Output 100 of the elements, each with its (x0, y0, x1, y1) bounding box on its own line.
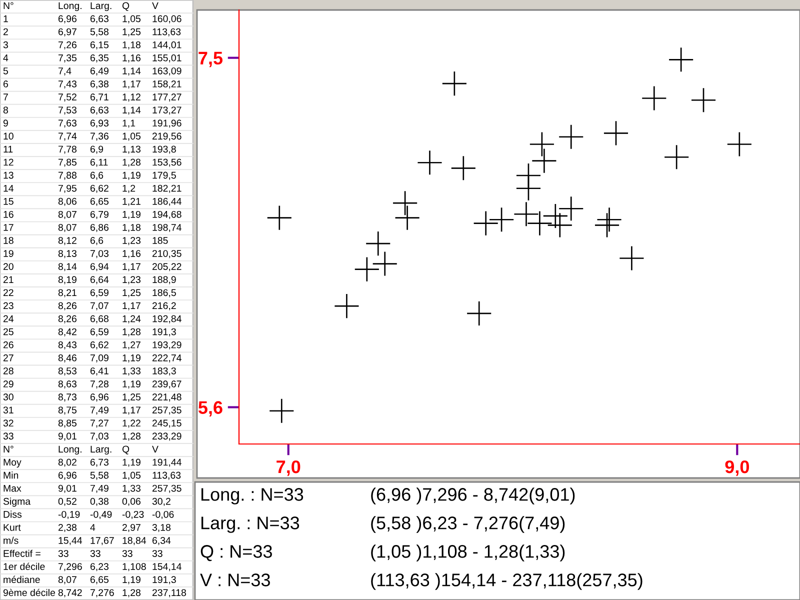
text: 6,71 (90, 94, 108, 102)
text: Diss (4, 510, 22, 518)
point (366, 232, 390, 256)
text: 5 (3, 68, 8, 74)
text: 6,63 (90, 106, 108, 115)
text: 1,19 (122, 210, 140, 219)
text: 32 (3, 420, 14, 427)
text: 7,36 (90, 132, 108, 141)
text: 29 (3, 380, 14, 388)
text: 15,44 (58, 537, 82, 546)
text: 6,23 (90, 563, 108, 572)
text: 7,03 (90, 250, 108, 258)
text: 6,62 (90, 341, 108, 350)
text: 30,2 (152, 498, 170, 506)
text: 1,19 (122, 380, 140, 389)
y-tick-label: 5,6 (198, 401, 222, 417)
text: 6,49 (90, 67, 108, 76)
text: 8,85 (58, 420, 77, 428)
point (669, 48, 694, 72)
text: 7,07 (90, 302, 108, 310)
text: 7,49 (90, 484, 108, 493)
text: 1,28 (122, 158, 140, 167)
text: 6,96 (58, 472, 76, 480)
text: (113,63 )154,14 - 237,118(257,35) (371, 573, 642, 590)
point (620, 246, 644, 270)
text: 11 (4, 146, 13, 153)
text: 191,3 (152, 576, 176, 584)
text: 25 (3, 328, 14, 336)
text: 1,24 (122, 315, 141, 324)
text: -0,19 (58, 510, 80, 519)
x-tick-label: 9,0 (725, 460, 749, 476)
text: 7,53 (58, 106, 76, 115)
text: 237,118 (152, 589, 186, 598)
text: 1,17 (122, 302, 140, 310)
text: 8,46 (58, 354, 76, 362)
text: Sigma (3, 498, 31, 507)
text: 1,23 (122, 237, 140, 246)
text: 6,34 (152, 537, 171, 546)
text: 173,27 (152, 106, 182, 115)
text: 1,17 (122, 406, 140, 415)
text: 8,42 (58, 328, 76, 336)
text: 30 (3, 394, 14, 400)
text: 33 (152, 550, 162, 557)
text: 8,06 (58, 198, 76, 206)
text: 1,28 (122, 589, 140, 598)
text: (6,96 )7,296 - 8,742(9,01) (371, 488, 575, 504)
text: 8,12 (58, 237, 76, 246)
text: Q (122, 446, 130, 454)
x-tick-label: 7,0 (276, 460, 300, 476)
text: 219,56 (152, 132, 182, 141)
text: 153,56 (152, 158, 182, 167)
text: 22 (3, 289, 14, 296)
text: 28 (3, 367, 14, 374)
text: médiane (4, 576, 40, 584)
text: 6,68 (90, 315, 108, 324)
text: 1,28 (122, 432, 140, 441)
text: 1,23 (122, 276, 140, 284)
text: 26 (3, 341, 14, 348)
text: 194,68 (152, 210, 182, 219)
text: 7,88 (58, 172, 76, 180)
text: 1,25 (122, 394, 141, 402)
text: 1,16 (122, 54, 140, 62)
point (642, 86, 666, 110)
point (393, 191, 418, 216)
text: 7 (4, 94, 8, 100)
text: 1,19 (122, 354, 140, 362)
text: 7,95 (58, 184, 77, 193)
text: Max (4, 484, 22, 492)
text: 1,19 (122, 576, 140, 584)
text: 6,94 (90, 263, 109, 272)
text: 1,1 (122, 120, 136, 128)
text: 18,84 (122, 537, 146, 546)
text: 7,74 (58, 132, 77, 141)
text: Long. (58, 446, 82, 455)
text: 257,35 (152, 406, 182, 415)
text: 8,75 (58, 406, 77, 415)
text: 113,63 (152, 28, 181, 36)
text: 1,33 (122, 484, 140, 493)
text: 0,06 (122, 498, 140, 506)
text: 7,4 (58, 68, 72, 76)
text: 1,25 (122, 289, 141, 298)
text: Min (4, 472, 18, 479)
text: 8,26 (58, 315, 76, 324)
text: 1,14 (122, 106, 141, 115)
text: 33 (90, 550, 100, 557)
text: 8,13 (58, 250, 76, 258)
text: 7,27 (90, 420, 108, 428)
text: 5,58 (90, 472, 108, 480)
text: 8,14 (58, 263, 77, 272)
text: 6,63 (90, 15, 108, 24)
point (559, 124, 584, 149)
text: 6,62 (90, 184, 108, 193)
text: 1,05 (122, 472, 141, 480)
text: 1er décile (4, 562, 45, 570)
text: 191,3 (152, 328, 176, 336)
text: 1,05 (122, 132, 141, 141)
text: 1,17 (122, 263, 140, 272)
text: 23 (3, 302, 14, 310)
text: 7,296 (58, 563, 82, 572)
text: 21 (3, 276, 14, 283)
